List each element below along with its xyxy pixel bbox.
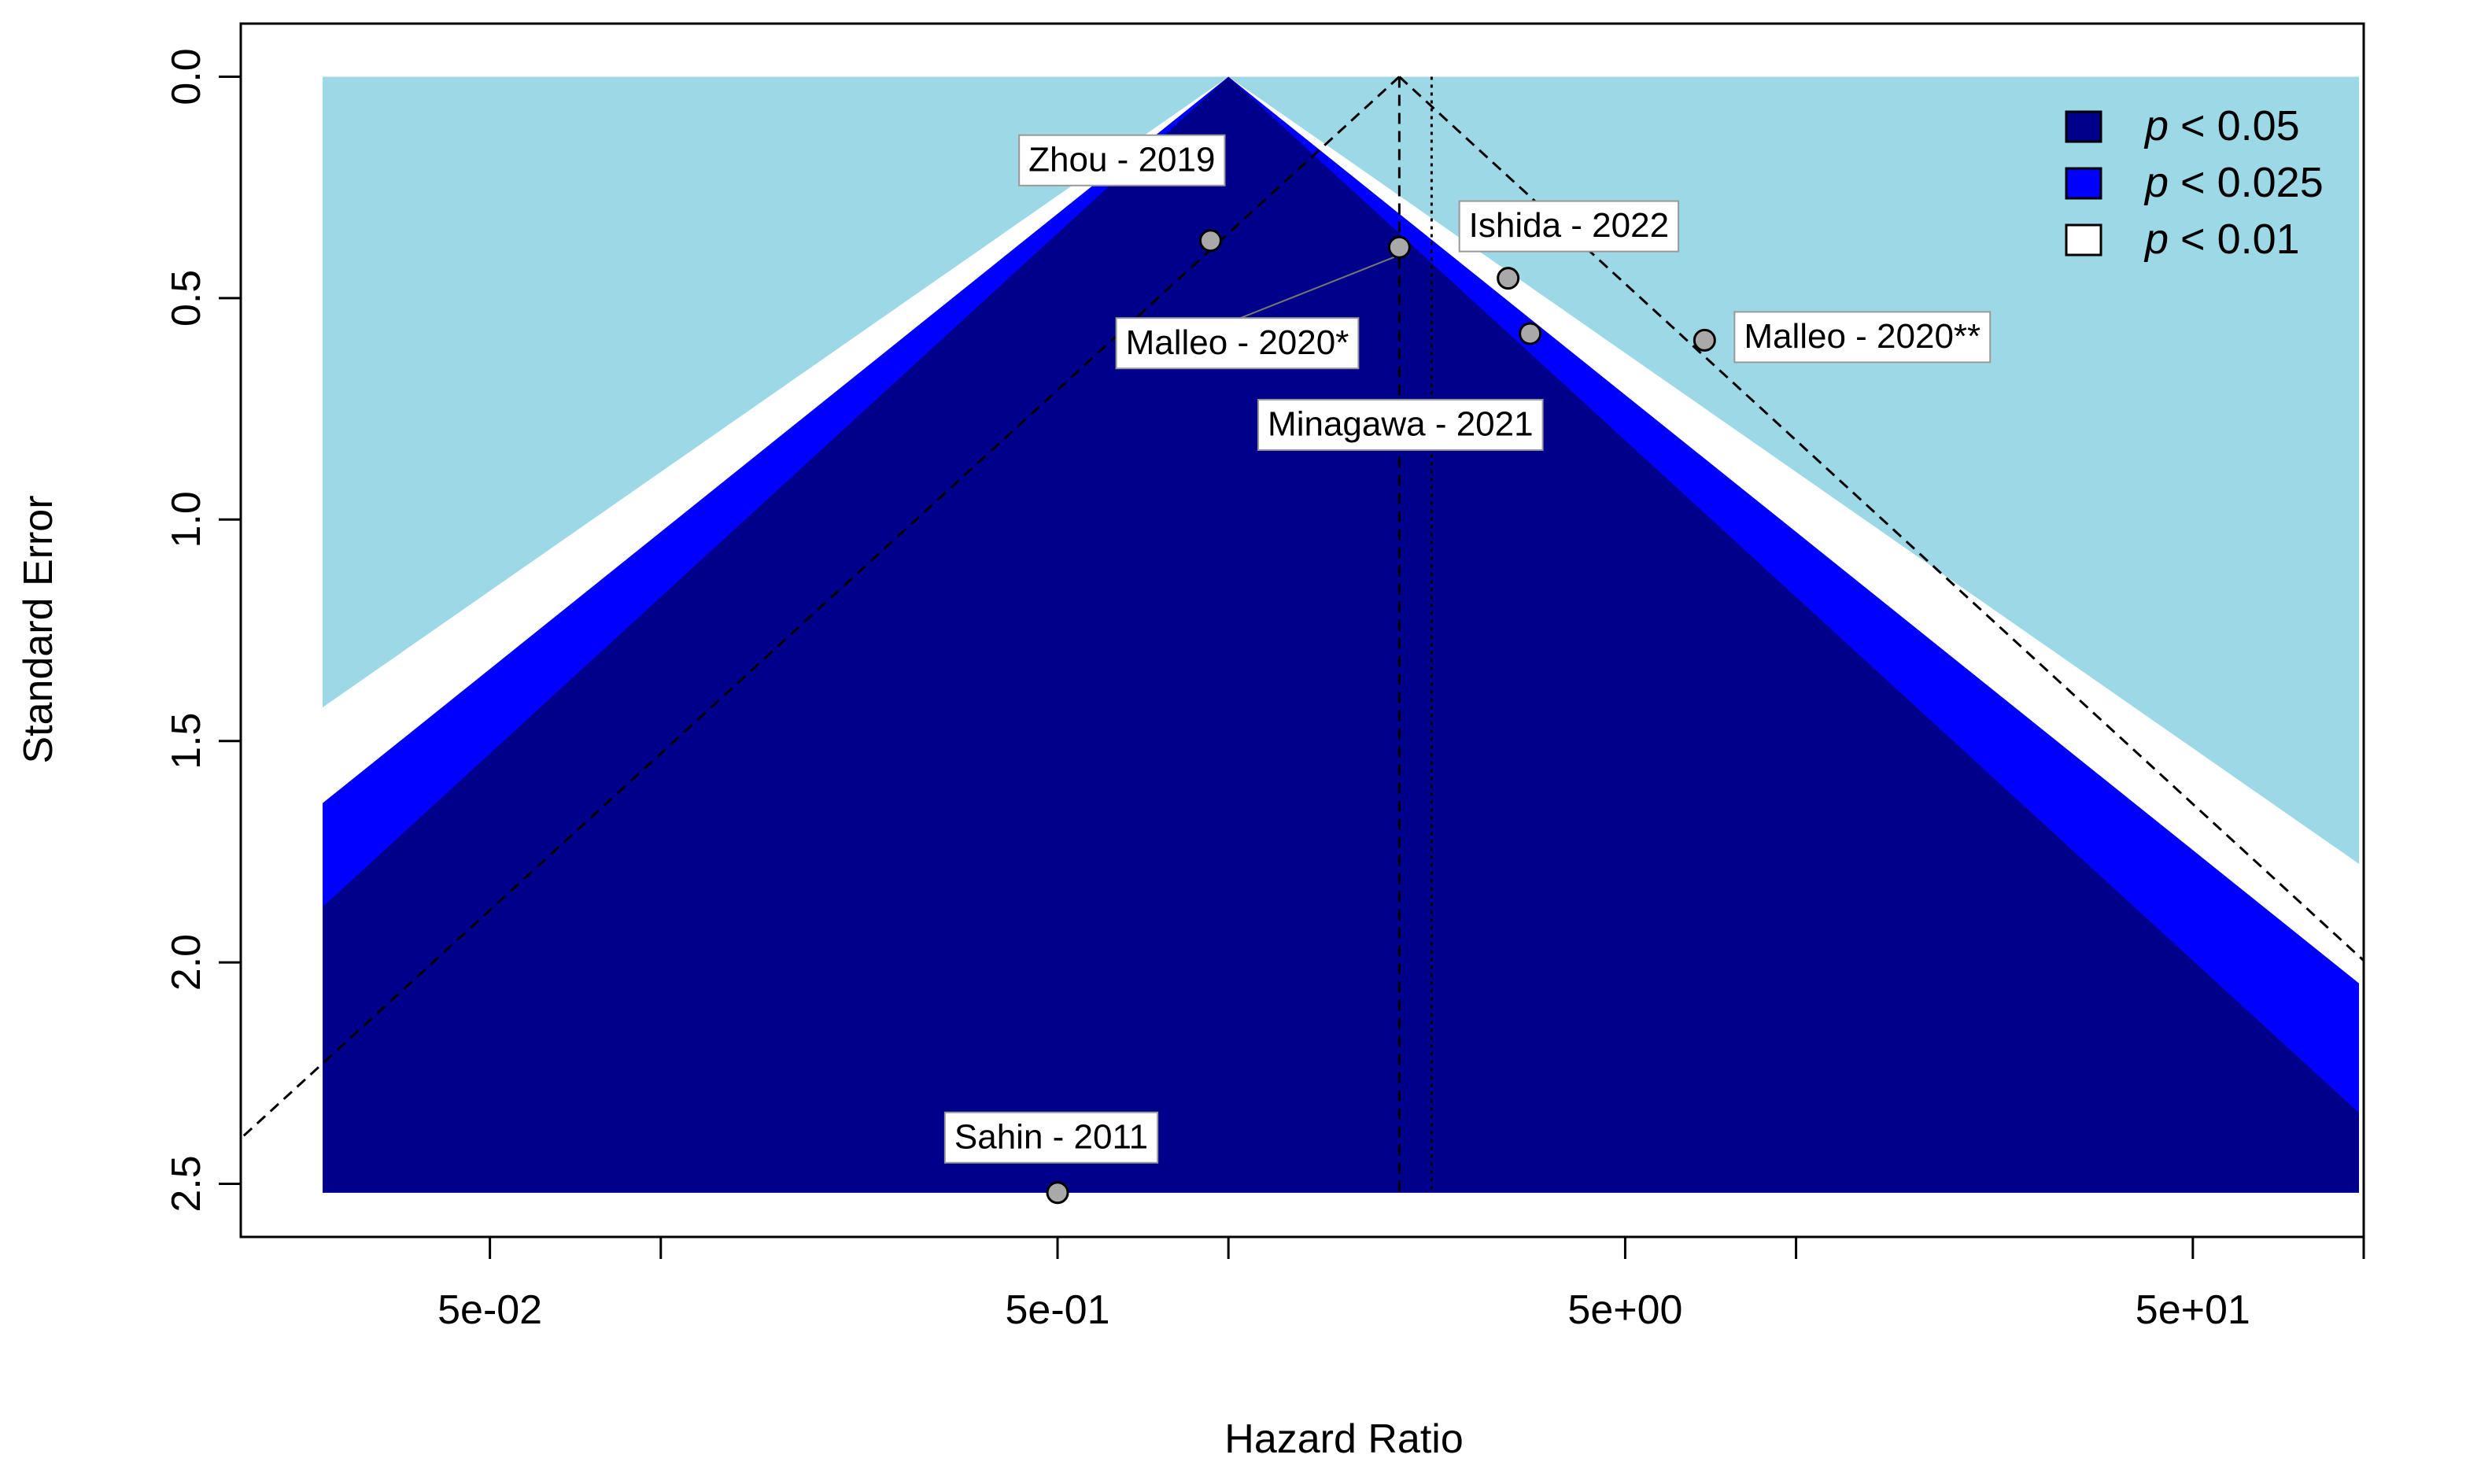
- x-tick-label: 5e-01: [1006, 1287, 1110, 1333]
- study-label: Minagawa - 2021: [1257, 398, 1544, 451]
- x-axis-title: Hazard Ratio: [1224, 1416, 1463, 1462]
- study-point: [1387, 235, 1411, 259]
- y-axis-title: Standard Error: [16, 495, 61, 763]
- study-label: Malleo - 2020*: [1115, 317, 1360, 370]
- study-label: Zhou - 2019: [1018, 134, 1226, 186]
- study-label-text: Malleo - 2020*: [1126, 323, 1349, 362]
- y-tick-label: 0.5: [164, 270, 209, 327]
- study-label-text: Zhou - 2019: [1028, 140, 1215, 179]
- reference-lines: [241, 76, 2364, 1193]
- study-point: [1497, 267, 1520, 290]
- study-label: Malleo - 2020**: [1733, 311, 1992, 364]
- study-points: [1046, 229, 1716, 1205]
- x-tick-label: 5e+01: [2136, 1287, 2250, 1333]
- study-point: [1046, 1181, 1069, 1205]
- legend-swatch: [2065, 110, 2102, 143]
- study-label-box: [1733, 311, 1992, 364]
- contour-regions: [241, 24, 2364, 1237]
- contour-region-1: [241, 76, 2364, 1193]
- y-tick-label: 2.5: [164, 1155, 209, 1212]
- legend-label: p < 0.01: [2143, 216, 2300, 263]
- study-label-box: [1115, 317, 1360, 370]
- study-label: Ishida - 2022: [1458, 200, 1680, 253]
- study-label-box: [943, 1111, 1159, 1164]
- funnel-line-right: [1398, 76, 2364, 962]
- y-tick-label: 0.0: [164, 48, 209, 105]
- study-label-text: Malleo - 2020**: [1744, 317, 1981, 356]
- y-tick-label: 2.0: [164, 934, 209, 991]
- study-point: [1519, 322, 1542, 345]
- legend: p < 0.05 p < 0.025 p < 0.01: [2065, 102, 2324, 263]
- study-labels: Zhou - 2019 Malleo - 2020* Ishida - 2022 Mi…: [943, 134, 1992, 1164]
- plot-frame: [239, 22, 2365, 1239]
- legend-label: p < 0.025: [2143, 159, 2324, 206]
- x-tick-label: 5e-02: [437, 1287, 542, 1333]
- region-mask-left: [241, 24, 323, 1237]
- study-label-text: Sahin - 2011: [954, 1117, 1148, 1156]
- label-connector: [1239, 254, 1400, 319]
- legend-label: p < 0.05: [2143, 102, 2300, 150]
- funnel-line-left: [241, 76, 1401, 1140]
- legend-swatch: [2065, 223, 2102, 257]
- study-label-text: Minagawa - 2021: [1268, 405, 1534, 444]
- legend-swatch: [2065, 167, 2102, 200]
- study-point: [1693, 328, 1716, 352]
- y-tick-label: 1.0: [164, 491, 209, 548]
- y-tick-label: 1.5: [164, 713, 209, 770]
- study-label-box: [1458, 200, 1680, 253]
- y-axis: 0.0 0.5 1.0 1.5 2.0 2.5: [164, 48, 241, 1213]
- study-label-box: [1018, 134, 1226, 186]
- region-mask-right: [2359, 24, 2364, 1237]
- x-axis: 5e-02 5e-01 5e+00 5e+01: [437, 1237, 2365, 1333]
- study-point: [1198, 229, 1222, 253]
- study-label: Sahin - 2011: [943, 1111, 1159, 1164]
- label-connectors: [1239, 254, 1400, 319]
- x-tick-label: 5e+00: [1567, 1287, 1682, 1333]
- study-label-box: [1257, 398, 1544, 451]
- study-label-text: Ishida - 2022: [1469, 206, 1669, 245]
